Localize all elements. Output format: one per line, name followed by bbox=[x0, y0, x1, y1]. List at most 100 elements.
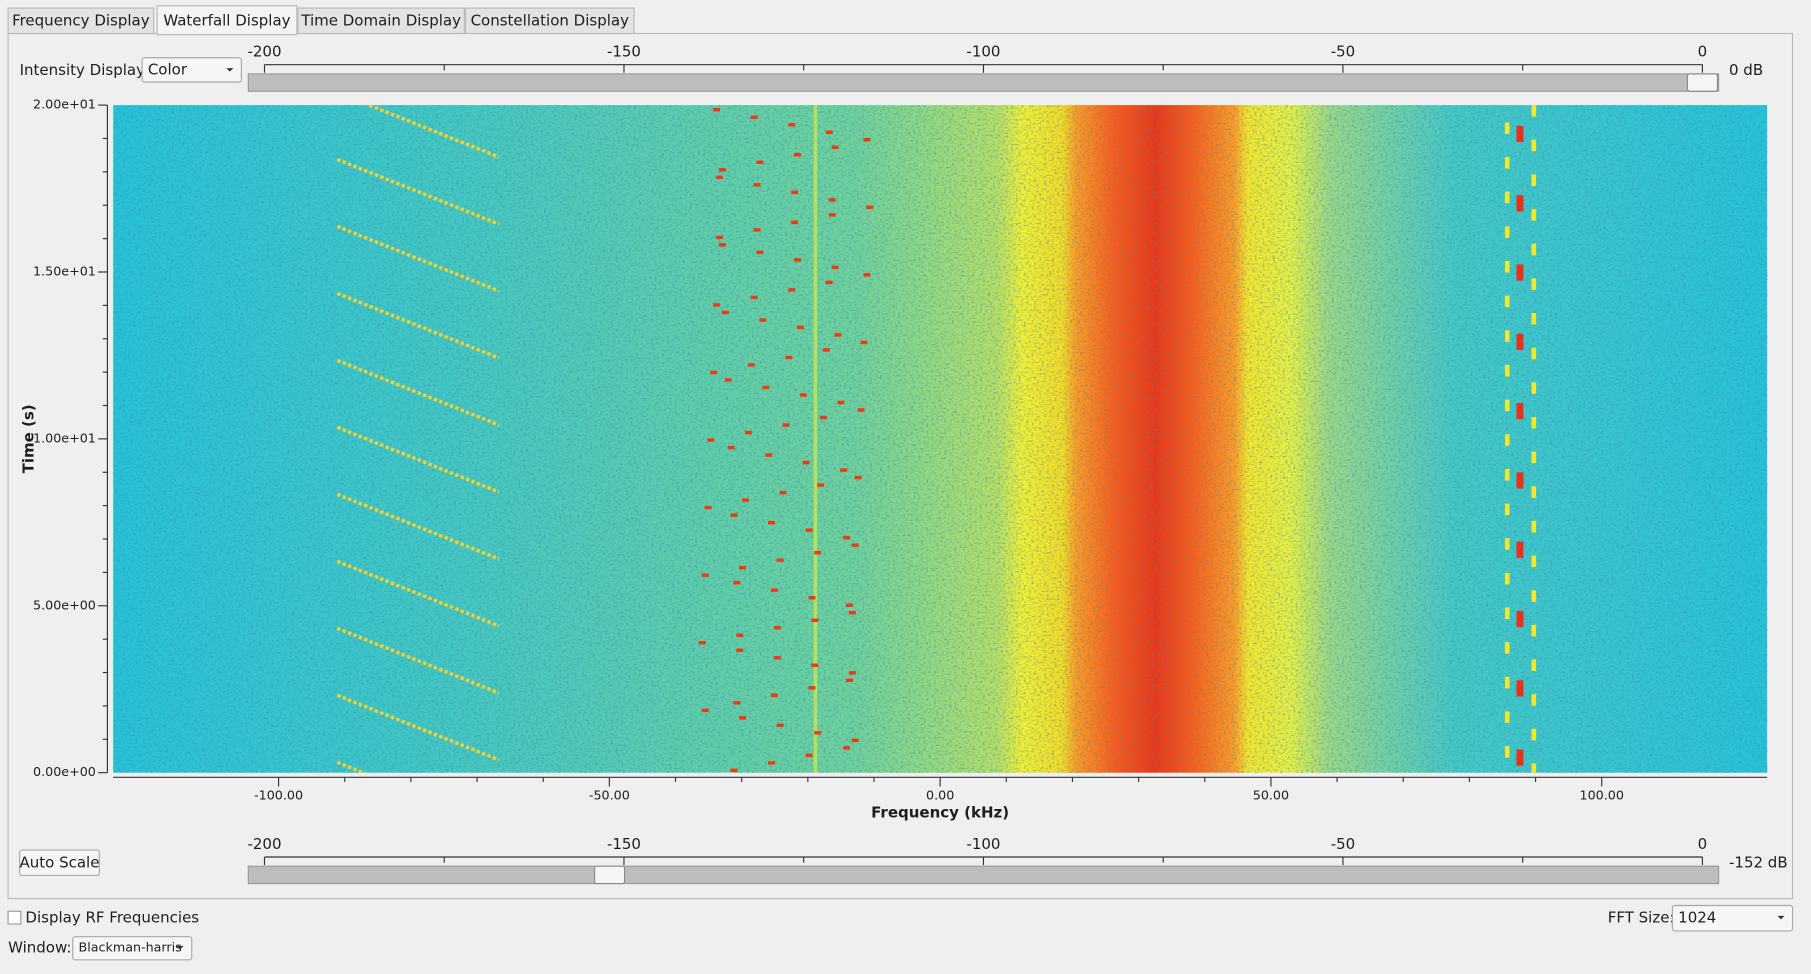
scale-tick-label: -50 bbox=[1331, 42, 1356, 60]
tone-dash-side bbox=[1531, 174, 1537, 186]
tab-label: Time Domain Display bbox=[300, 11, 461, 29]
tone-dash bbox=[1516, 680, 1524, 697]
tone-dash bbox=[1516, 541, 1524, 558]
tone-dash bbox=[1516, 749, 1524, 766]
waterfall-noise bbox=[113, 105, 1768, 773]
tone-dash-side bbox=[1531, 347, 1537, 360]
tone-dash-side bbox=[1531, 243, 1537, 256]
slider-handle[interactable] bbox=[594, 865, 626, 885]
hop-dot bbox=[773, 625, 781, 630]
hop-dot bbox=[857, 408, 865, 412]
tone-dash-side bbox=[1531, 312, 1537, 325]
hop-dot bbox=[707, 438, 715, 442]
hop-dot bbox=[805, 753, 813, 758]
scale-tick-label: 0 bbox=[1698, 835, 1708, 853]
scale-tick-label: -200 bbox=[247, 42, 281, 60]
hop-dot bbox=[750, 115, 758, 119]
hop-dot bbox=[698, 641, 706, 645]
hop-dot bbox=[794, 258, 801, 262]
hop-dot bbox=[863, 138, 871, 142]
hop-dot bbox=[701, 573, 709, 577]
window-combo[interactable] bbox=[72, 936, 193, 961]
y-tick-label: 1.00e+01 bbox=[33, 430, 96, 445]
hop-dot bbox=[831, 265, 839, 270]
hop-dot bbox=[744, 430, 752, 435]
hop-dot bbox=[762, 385, 770, 390]
fft-size-label: FFT Size: bbox=[1608, 909, 1675, 927]
hop-dot bbox=[846, 603, 853, 607]
hop-dot bbox=[776, 723, 784, 728]
hop-dot bbox=[756, 250, 764, 255]
hop-dot bbox=[848, 610, 856, 615]
hop-dot bbox=[860, 340, 868, 345]
hop-dot bbox=[805, 528, 813, 532]
tone-dash-side bbox=[1504, 642, 1510, 654]
hop-dot bbox=[765, 453, 773, 457]
hop-dot bbox=[848, 671, 856, 675]
rf-checkbox[interactable] bbox=[7, 910, 22, 925]
tab[interactable] bbox=[7, 7, 155, 35]
tab-label: Waterfall Display bbox=[163, 11, 290, 29]
tone-dash bbox=[1516, 403, 1524, 420]
tone-dash-side bbox=[1531, 139, 1537, 152]
hop-dot bbox=[791, 220, 799, 225]
hop-dot bbox=[796, 325, 804, 330]
chirp-trace bbox=[336, 358, 500, 427]
tone-dash bbox=[1516, 264, 1524, 281]
tone-dash-side bbox=[1504, 538, 1510, 550]
combo-arrow bbox=[226, 68, 234, 72]
auto-scale-button[interactable] bbox=[19, 849, 100, 877]
tab[interactable] bbox=[464, 7, 635, 35]
hop-dot bbox=[782, 423, 790, 427]
hop-dot bbox=[831, 145, 839, 149]
y-tick-label: 1.50e+01 bbox=[33, 263, 96, 278]
intensity-combo[interactable] bbox=[141, 57, 242, 83]
hop-dot bbox=[718, 168, 726, 172]
hop-dot bbox=[828, 198, 836, 202]
tab[interactable] bbox=[156, 5, 298, 36]
hop-dot bbox=[770, 693, 778, 698]
tab[interactable] bbox=[297, 7, 465, 35]
tone-dash-side bbox=[1531, 451, 1537, 464]
hop-dot bbox=[733, 701, 741, 705]
hop-dot bbox=[837, 400, 845, 405]
hop-dot bbox=[704, 505, 712, 510]
waterfall-plot bbox=[113, 105, 1768, 773]
hop-dot bbox=[739, 565, 747, 570]
hop-dot bbox=[814, 731, 822, 735]
tab-label: Constellation Display bbox=[471, 11, 630, 29]
chirp-trace bbox=[336, 559, 500, 628]
tone-dash-side bbox=[1504, 711, 1510, 724]
hop-dot bbox=[736, 633, 744, 637]
hop-dot bbox=[794, 153, 801, 157]
scale-tick-label: -100 bbox=[966, 835, 1000, 853]
hop-dot bbox=[733, 580, 741, 585]
hop-dot bbox=[817, 483, 825, 487]
tone-dash-side bbox=[1504, 295, 1510, 308]
hop-dot bbox=[727, 445, 735, 450]
tone-dash-side bbox=[1504, 434, 1510, 446]
auto-scale-text: Auto Scale bbox=[20, 853, 100, 871]
tone-dash-side bbox=[1531, 520, 1537, 533]
hop-dot bbox=[863, 273, 871, 277]
slider-groove[interactable] bbox=[247, 865, 1720, 885]
tone-dash-side bbox=[1504, 468, 1510, 481]
hop-dot bbox=[785, 355, 793, 360]
x-tick-label: 50.00 bbox=[1253, 787, 1289, 802]
hop-dot bbox=[811, 663, 819, 667]
fft-size-combo[interactable] bbox=[1671, 904, 1794, 932]
hop-dot bbox=[710, 370, 718, 375]
slider-handle[interactable] bbox=[1686, 73, 1719, 92]
rf-checkbox-label: Display RF Frequencies bbox=[25, 909, 199, 927]
tone-dash-side bbox=[1531, 105, 1537, 117]
hop-dot bbox=[770, 588, 778, 592]
intensity-label: Intensity Display: bbox=[20, 61, 149, 79]
slider-groove[interactable] bbox=[247, 73, 1720, 92]
x-tick-label: 0.00 bbox=[926, 787, 954, 802]
hop-dot bbox=[756, 160, 764, 165]
tone-dash-side bbox=[1504, 191, 1510, 204]
tone-dash-side bbox=[1504, 503, 1510, 516]
tone-dash-side bbox=[1504, 226, 1510, 238]
hop-dot bbox=[773, 656, 781, 660]
